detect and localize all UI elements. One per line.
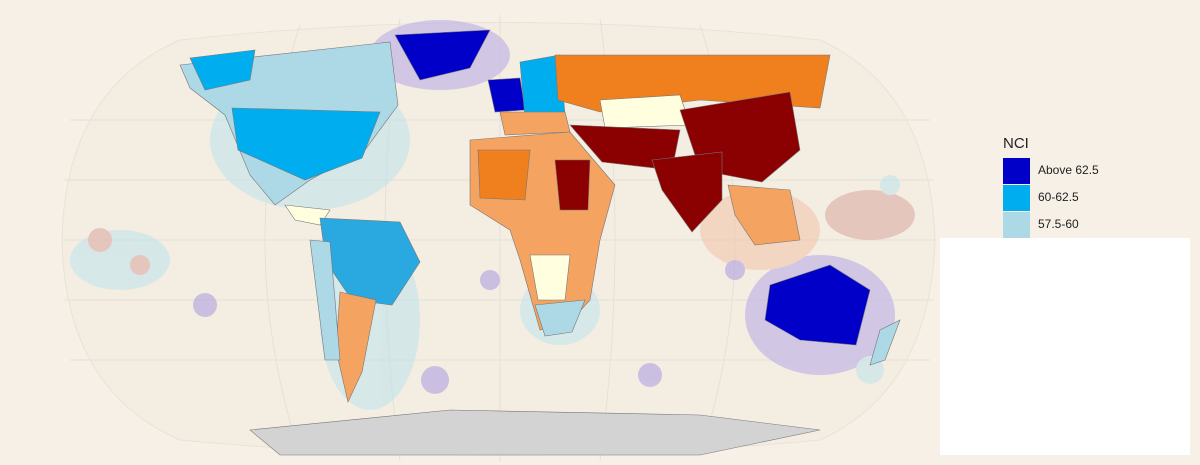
legend-swatch <box>1003 185 1030 211</box>
legend-label: 57.5-60 <box>1038 217 1079 231</box>
legend-label: Above 62.5 <box>1038 163 1099 177</box>
legend-swatch <box>1003 158 1030 184</box>
blank-panel <box>940 238 1190 455</box>
countries <box>179 29 901 456</box>
legend-title: NCI <box>1003 135 1029 152</box>
legend-label: 60-62.5 <box>1038 190 1079 204</box>
legend-swatch <box>1003 212 1030 238</box>
